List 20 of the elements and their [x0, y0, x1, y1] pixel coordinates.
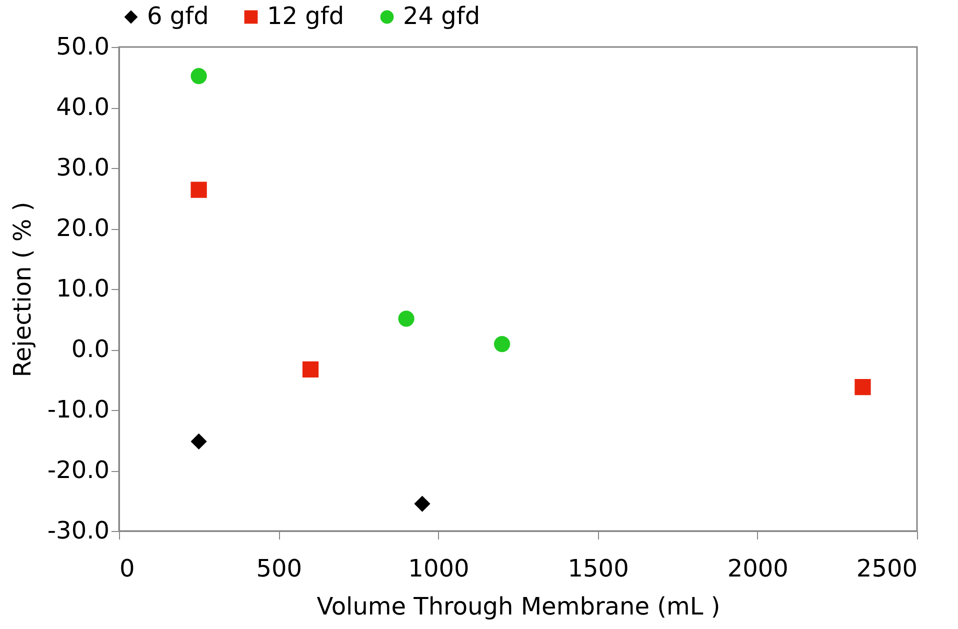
x-axis-title: Volume Through Membrane (mL )	[316, 592, 720, 620]
y-tick-label: -30.0	[47, 516, 110, 544]
x-tick-label: 2000	[727, 554, 788, 582]
x-tick-label: 2500	[856, 554, 918, 582]
y-axis-title: Rejection ( % )	[8, 202, 36, 378]
y-tick-label: -10.0	[47, 396, 110, 424]
y-tick-label: 30.0	[56, 154, 110, 182]
legend-label: 12 gfd	[267, 2, 344, 30]
legend-label: 6 gfd	[147, 2, 209, 30]
x-tick-label: 500	[256, 554, 302, 582]
y-tick-label: 50.0	[56, 32, 110, 60]
y-tick-label: 0.0	[71, 335, 110, 363]
y-tick-label: 20.0	[56, 214, 110, 242]
x-tick-label: 1500	[568, 554, 629, 582]
legend-label: 24 gfd	[403, 2, 480, 30]
y-tick-label: 10.0	[56, 274, 110, 302]
x-tick-label: 0	[120, 554, 135, 582]
x-tick-label: 1000	[408, 554, 470, 582]
y-tick-label: 40.0	[56, 93, 110, 121]
y-tick-label: -20.0	[47, 456, 110, 484]
